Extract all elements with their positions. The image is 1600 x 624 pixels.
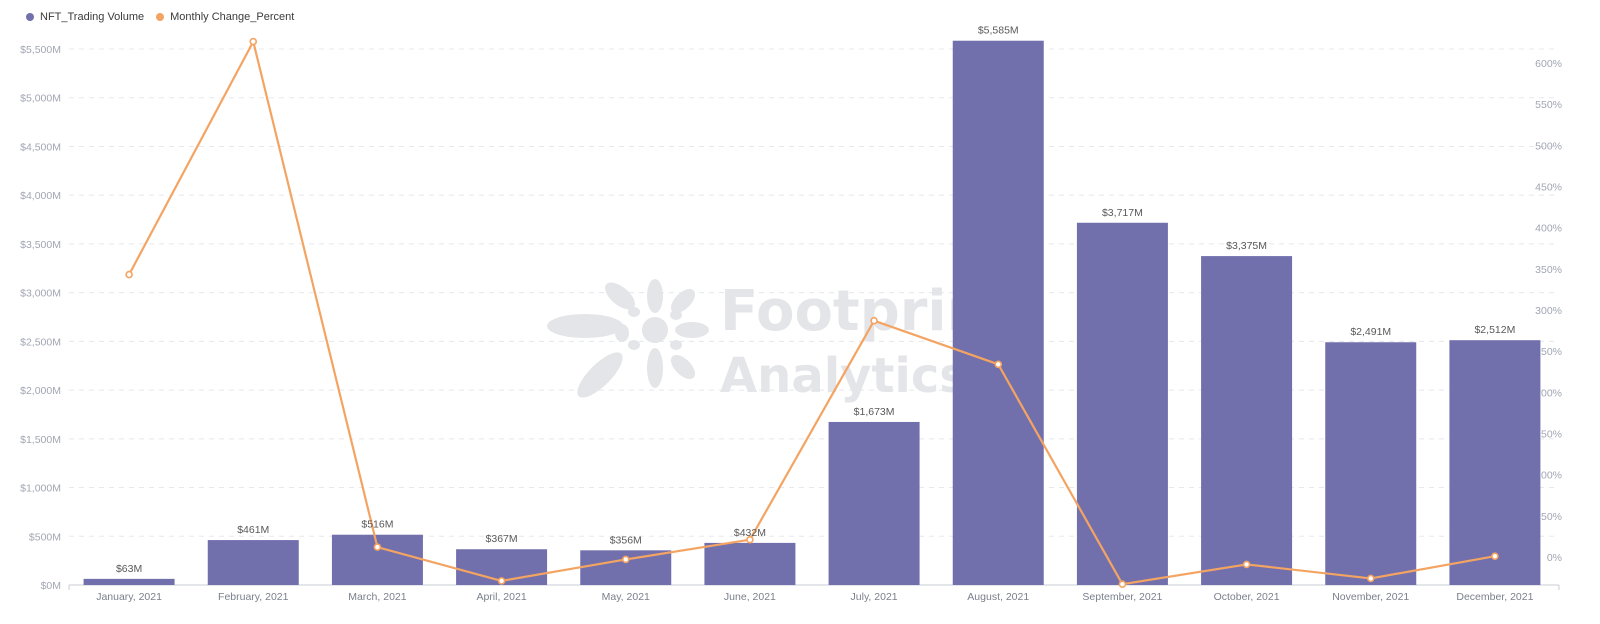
- legend-label: NFT_Trading Volume: [40, 11, 145, 23]
- left-axis-tick-label: $3,500M: [20, 239, 61, 251]
- line-series: [125, 37, 1499, 588]
- line-point[interactable]: [1491, 552, 1499, 560]
- right-axis-tick-label: 300%: [1535, 305, 1562, 317]
- line-point[interactable]: [870, 316, 878, 325]
- bar[interactable]: [1201, 256, 1293, 585]
- left-axis-tick-label: $5,500M: [20, 44, 61, 56]
- x-axis-category-label: November, 2021: [1332, 591, 1409, 603]
- left-axis-tick-label: $1,000M: [20, 483, 61, 495]
- bar-value-label: $367M: [486, 533, 518, 545]
- right-axis-tick-label: 250%: [1535, 346, 1562, 358]
- x-axis-category-label: August, 2021: [967, 591, 1029, 603]
- bar-value-label: $5,585M: [978, 25, 1019, 37]
- line-point[interactable]: [621, 555, 630, 564]
- right-axis-tick-label: 550%: [1535, 99, 1562, 111]
- bar[interactable]: [1076, 222, 1168, 585]
- bar-value-label: $516M: [361, 519, 393, 531]
- bar[interactable]: [207, 540, 299, 585]
- x-axis-category-label: December, 2021: [1456, 591, 1533, 603]
- x-axis-category-label: January, 2021: [96, 591, 162, 603]
- bar[interactable]: [83, 578, 175, 585]
- x-axis-category-label: March, 2021: [348, 591, 407, 603]
- change-line: [128, 40, 1496, 586]
- bar-value-label: $461M: [237, 524, 269, 536]
- line-point[interactable]: [1242, 560, 1251, 569]
- gridlines: [69, 48, 1559, 537]
- x-axis-category-label: May, 2021: [602, 591, 650, 603]
- bar-value-label: $356M: [610, 534, 642, 546]
- bar[interactable]: [952, 40, 1044, 585]
- bar-value-label: $2,491M: [1350, 326, 1391, 338]
- legend-dot-icon: [26, 13, 34, 21]
- line-point[interactable]: [497, 577, 506, 585]
- x-axis-category-label: October, 2021: [1214, 591, 1280, 603]
- left-axis-tick-label: $1,500M: [20, 434, 61, 446]
- legend-dot-icon: [156, 13, 165, 21]
- bar-series: [83, 40, 1541, 585]
- bar-value-label: $2,512M: [1474, 324, 1515, 336]
- x-axis-category-label: April, 2021: [476, 591, 526, 603]
- data-labels: $63M $461M $516M $367M $356M $432M $1,673M $5,5…: [116, 25, 1515, 575]
- line-point[interactable]: [746, 535, 754, 544]
- bar-value-label: $1,673M: [854, 406, 895, 418]
- x-axis-category-label: July, 2021: [851, 591, 898, 603]
- footprint-logo-icon: [547, 279, 709, 398]
- line-point[interactable]: [249, 37, 258, 46]
- bar-value-label: $3,717M: [1102, 207, 1143, 219]
- right-axis-tick-label: 600%: [1535, 58, 1562, 70]
- line-point[interactable]: [125, 270, 133, 279]
- right-axis-tick-label: 500%: [1535, 140, 1562, 152]
- left-axis-tick-label: $4,000M: [20, 190, 61, 202]
- bar-value-label: $63M: [116, 563, 142, 575]
- bar-value-label: $3,375M: [1226, 240, 1267, 252]
- line-point[interactable]: [373, 543, 382, 551]
- right-axis-tick-label: 0%: [1547, 552, 1562, 564]
- left-axis-tick-label: $500M: [29, 531, 61, 543]
- line-point[interactable]: [1366, 574, 1375, 583]
- bar[interactable]: [1449, 340, 1541, 585]
- bar[interactable]: [331, 534, 423, 585]
- left-axis-tick-label: $0M: [41, 580, 61, 592]
- x-axis-category-label: September, 2021: [1082, 591, 1162, 603]
- right-axis-tick-label: 400%: [1535, 223, 1562, 235]
- left-axis-tick-label: $3,000M: [20, 288, 61, 300]
- bar[interactable]: [704, 542, 796, 585]
- right-axis-tick-label: 100%: [1535, 470, 1562, 482]
- legend-label: Monthly Change_Percent: [170, 11, 295, 23]
- bar[interactable]: [828, 421, 920, 585]
- x-axis-category-label: February, 2021: [218, 591, 289, 603]
- right-axis-tick-label: 150%: [1535, 429, 1562, 441]
- right-axis-tick-label: 450%: [1535, 182, 1562, 194]
- bar[interactable]: [1325, 342, 1417, 585]
- legend-item-trading-volume[interactable]: NFT_Trading Volume: [26, 11, 144, 23]
- x-axis-category-label: June, 2021: [724, 591, 776, 603]
- axes: $0M $500M $1,000M $1,500M $2,000M $2,500M $3,0…: [20, 44, 1562, 603]
- watermark: Footprint Analytics: [547, 279, 1013, 404]
- legend-item-monthly-change[interactable]: Monthly Change_Percent: [156, 11, 294, 23]
- right-axis-tick-label: 200%: [1535, 387, 1562, 399]
- left-axis-tick-label: $4,500M: [20, 141, 61, 153]
- right-axis-tick-label: 350%: [1535, 264, 1562, 276]
- line-point[interactable]: [994, 360, 1003, 369]
- left-axis-tick-label: $2,500M: [20, 336, 61, 348]
- bar-value-label: $432M: [734, 527, 766, 539]
- left-axis-tick-label: $2,000M: [20, 385, 61, 397]
- line-point[interactable]: [1118, 580, 1127, 588]
- right-axis-tick-label: 50%: [1541, 511, 1562, 523]
- left-axis-tick-label: $5,000M: [20, 93, 61, 105]
- legend: NFT_Trading Volume Monthly Change_Percen…: [26, 11, 294, 23]
